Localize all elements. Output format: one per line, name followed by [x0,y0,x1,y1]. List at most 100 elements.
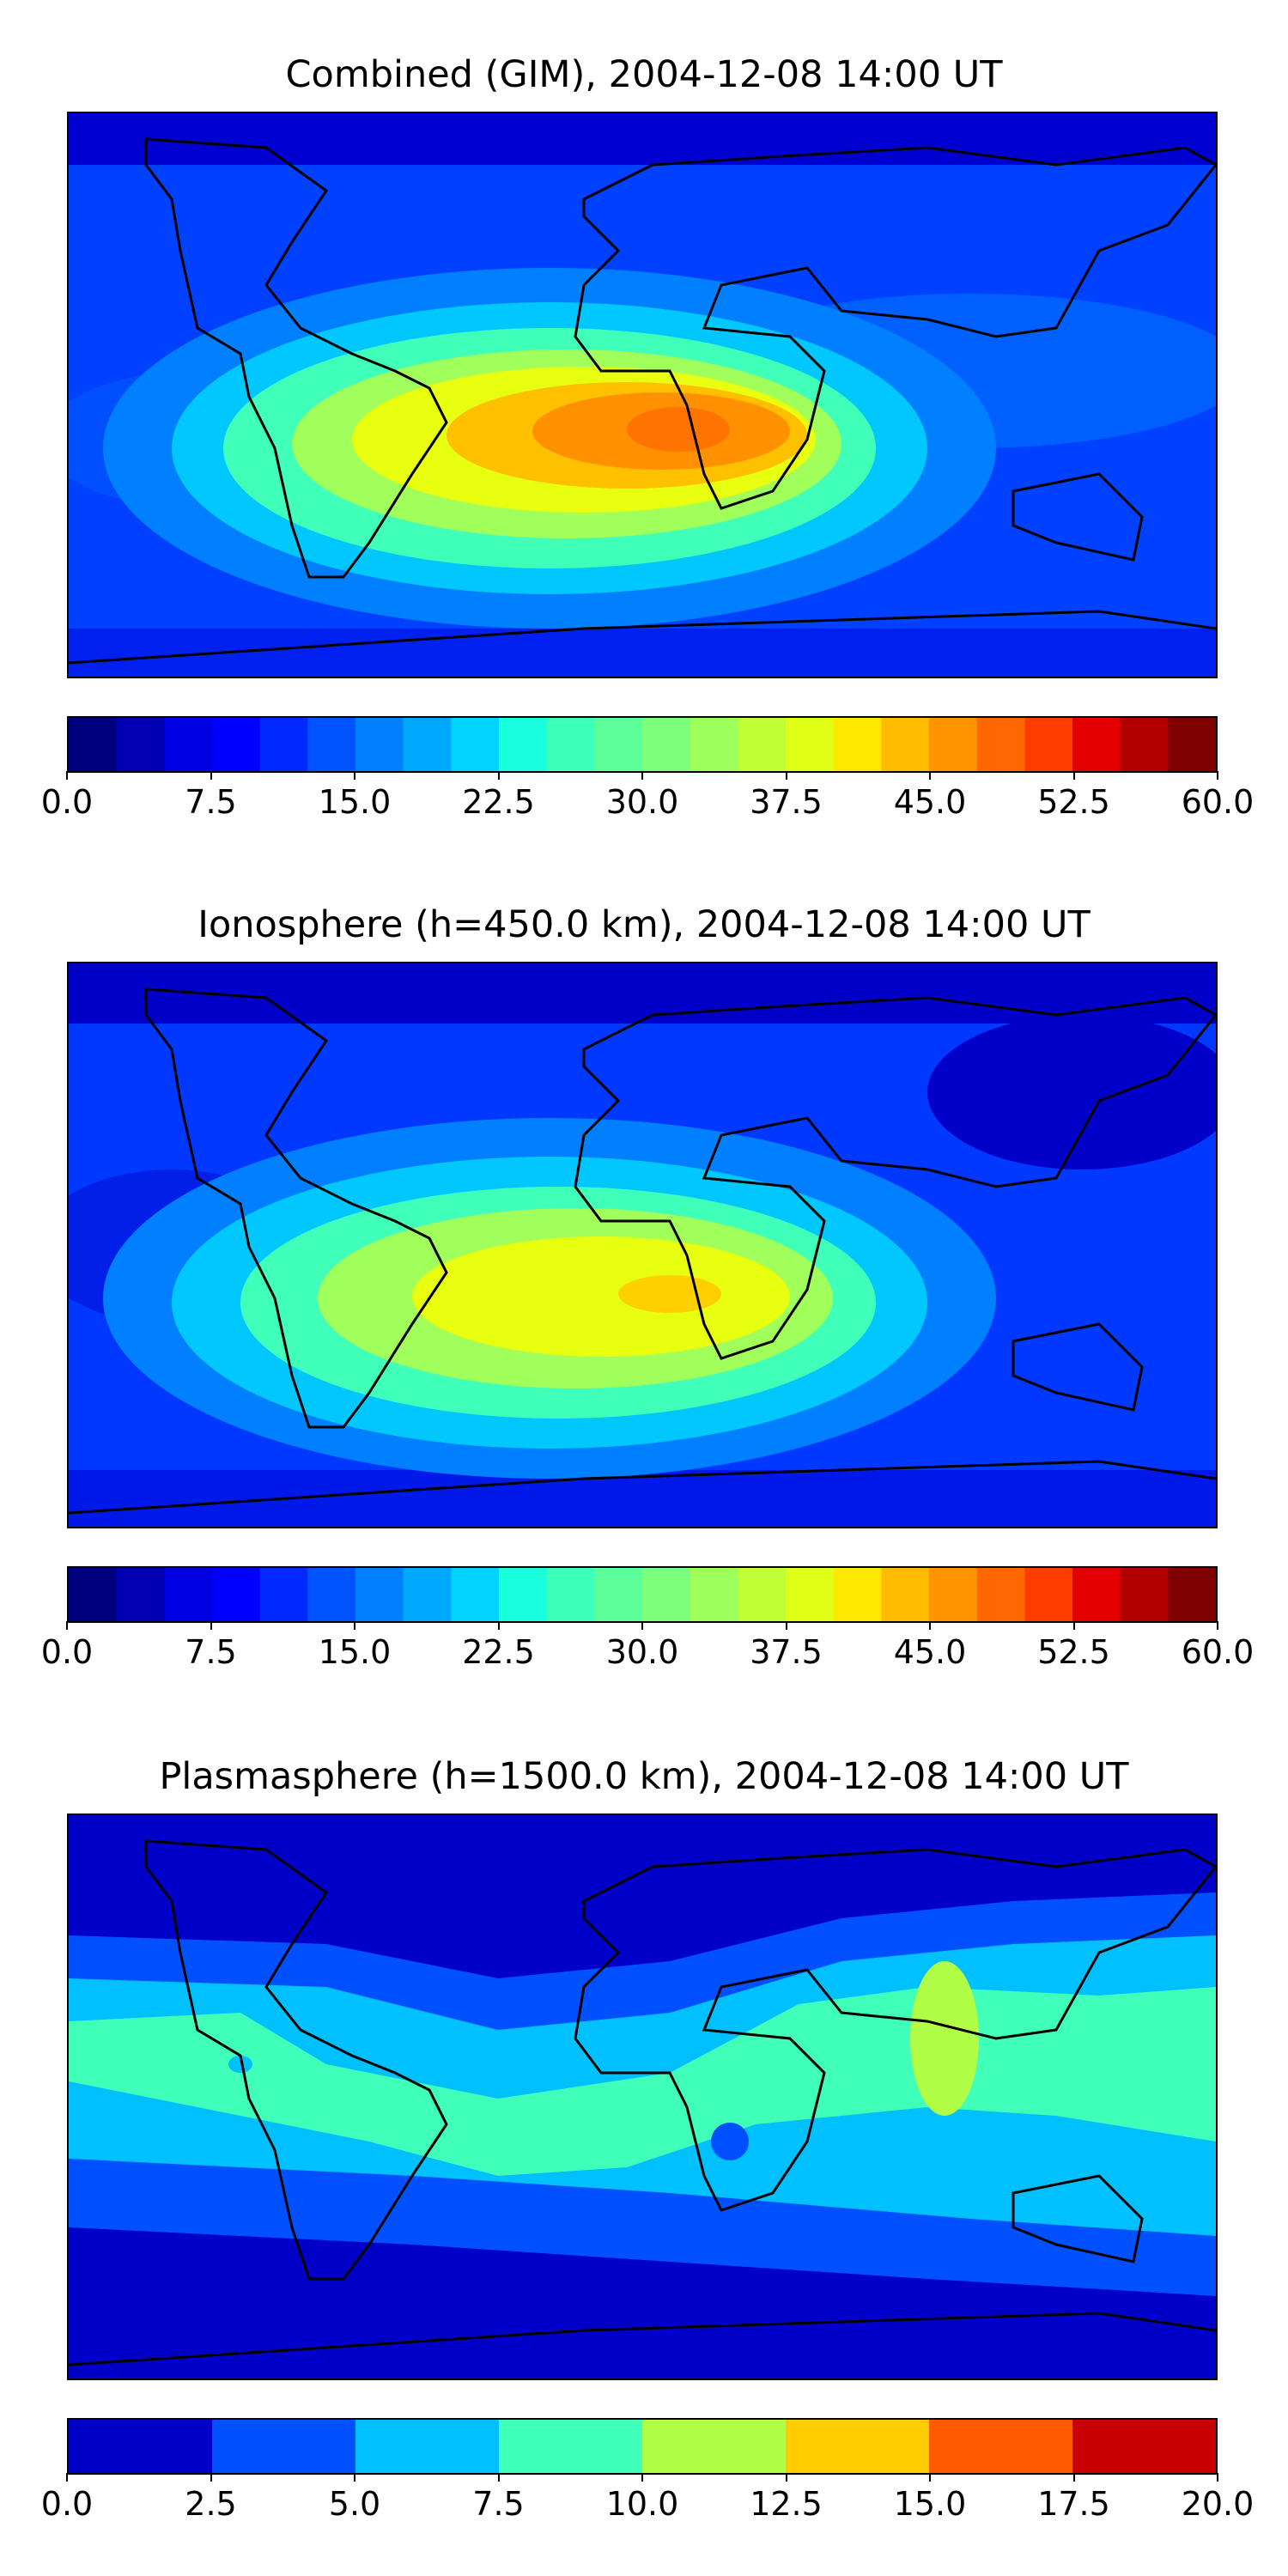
colorbar-swatch [212,2420,356,2473]
colorbar-tick-label: 22.5 [462,783,535,821]
colorbar-swatch [307,718,356,771]
colorbar-tick [210,1621,212,1630]
colorbar-ticks: 0.0 2.5 5.0 7.5 10.0 12.5 15.0 17.5 20.0 [41,2473,1254,2524]
colorbar-tick-label: 5.0 [328,2485,381,2523]
colorbar-swatch [1024,1568,1073,1621]
colorbar-tick-label: 0.0 [40,2485,94,2523]
colorbar-swatch [929,1568,978,1621]
colorbar-tick [497,2473,500,2482]
colorbar-swatch [259,1568,308,1621]
colorbar-swatch [212,1568,261,1621]
colorbar-tick-label: 15.0 [318,783,392,821]
colorbar-swatch [116,1568,165,1621]
colorbar-swatch [259,718,308,771]
colorbar-tick [66,1621,68,1630]
colorbar-tick-label: 30.0 [605,1633,679,1671]
colorbar-swatch [833,1568,882,1621]
colorbar-swatch [403,1568,452,1621]
colorbar-swatch [403,718,452,771]
map-svg [69,113,1216,677]
colorbar-tick-label: 15.0 [893,2485,967,2523]
colorbar-tick-label: 0.0 [40,783,94,821]
panel-title: Plasmasphere (h=1500.0 km), 2004-12-08 1… [159,1755,1129,1798]
colorbar-tick-label: 0.0 [40,1633,94,1671]
colorbar-tick-label: 7.5 [185,783,237,821]
colorbar-tick [785,1621,787,1630]
colorbar-swatch [212,718,261,771]
colorbar-tick-label: 15.0 [318,1633,392,1671]
colorbar-swatch [642,718,691,771]
colorbar-tick-label: 37.5 [750,1633,823,1671]
colorbar-ticks: 0.0 7.5 15.0 22.5 30.0 37.5 45.0 52.5 60.0 [41,1621,1254,1673]
colorbar-tick-label: 22.5 [462,1633,535,1671]
map-svg [69,963,1216,1527]
colorbar-tick [641,771,643,780]
colorbar-swatch [738,718,787,771]
colorbar-swatch [833,718,882,771]
colorbar [67,2418,1218,2475]
colorbar-tick-label: 10.0 [605,2485,679,2523]
colorbar-ticks: 0.0 7.5 15.0 22.5 30.0 37.5 45.0 52.5 60.0 [41,771,1254,823]
colorbar-swatch [976,718,1025,771]
colorbar-swatch [1168,1568,1216,1621]
colorbar-swatch [69,718,118,771]
colorbar-tick-label: 60.0 [1181,783,1255,821]
colorbar-swatch [499,2420,643,2473]
colorbar-swatch [976,1568,1025,1621]
colorbar-tick [641,1621,643,1630]
colorbar-tick [1072,1621,1075,1630]
colorbar-tick [497,771,500,780]
colorbar-gradient [69,718,1216,771]
colorbar-swatch [690,718,738,771]
colorbar-tick [929,2473,931,2482]
colorbar-tick [1217,1621,1218,1630]
colorbar-tick [1072,771,1075,780]
colorbar-tick-label: 7.5 [472,2485,525,2523]
colorbar-swatch [116,718,165,771]
colorbar-swatch [307,1568,356,1621]
colorbar-swatch [499,1568,548,1621]
colorbar-swatch [355,1568,404,1621]
colorbar-swatch [164,1568,213,1621]
colorbar-tick [66,2473,68,2482]
colorbar-swatch [451,718,500,771]
colorbar-tick [1217,771,1218,780]
colorbar-tick [1072,2473,1075,2482]
colorbar-tick-label: 17.5 [1037,2485,1110,2523]
colorbar-tick-label: 45.0 [893,783,967,821]
colorbar-swatch [355,2420,500,2473]
colorbar-swatch [1072,2420,1216,2473]
colorbar-tick [210,771,212,780]
colorbar-tick [354,2473,355,2482]
colorbar-swatch [1168,718,1216,771]
colorbar-swatch [786,718,835,771]
colorbar [67,716,1218,773]
colorbar-tick-label: 7.5 [185,1633,237,1671]
tec-map-plasmasphere [67,1814,1218,2380]
colorbar-tick [210,2473,212,2482]
colorbar-tick [66,771,68,780]
colorbar-swatch [929,718,978,771]
colorbar-swatch [594,1568,643,1621]
colorbar-tick [354,1621,355,1630]
colorbar-swatch [1120,718,1169,771]
tec-map-ionosphere [67,962,1218,1528]
colorbar-swatch [1072,1568,1121,1621]
colorbar-tick-label: 37.5 [750,783,823,821]
panel-title: Combined (GIM), 2004-12-08 14:00 UT [285,53,1003,96]
colorbar [67,1566,1218,1623]
colorbar-swatch [546,1568,595,1621]
tec-map-combined [67,112,1218,678]
colorbar-tick [785,771,787,780]
colorbar-tick [1217,2473,1218,2482]
colorbar-swatch [881,718,930,771]
colorbar-tick-label: 52.5 [1037,1633,1110,1671]
colorbar-tick [641,2473,643,2482]
colorbar-swatch [546,718,595,771]
map-svg [69,1815,1216,2379]
colorbar-swatch [1024,718,1073,771]
colorbar-tick [785,2473,787,2482]
colorbar-swatch [164,718,213,771]
colorbar-tick [354,771,355,780]
colorbar-swatch [594,718,643,771]
